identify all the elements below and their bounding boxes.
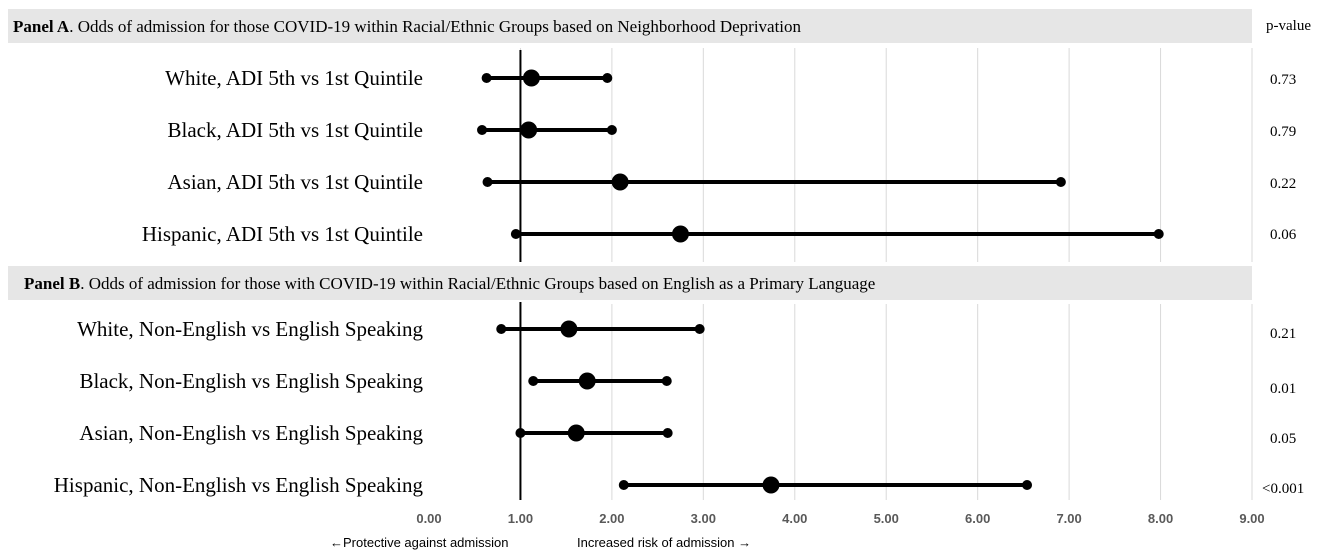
row-label: Black, Non-English vs English Speaking	[79, 369, 423, 393]
ci-lower-marker	[510, 229, 521, 239]
x-tick-label: 4.00	[782, 511, 807, 526]
panel-a-title-rest: . Odds of admission for those COVID-19 w…	[69, 17, 801, 36]
ci-upper-marker	[606, 125, 617, 135]
p-value: 0.05	[1270, 431, 1296, 447]
panel-b-header-band	[8, 266, 1252, 300]
p-value: 0.79	[1270, 124, 1296, 140]
ci-lower-marker	[481, 73, 492, 83]
x-tick-label: 1.00	[508, 511, 533, 526]
x-tick-label: 8.00	[1148, 511, 1173, 526]
ci-upper-marker	[1153, 229, 1164, 239]
row-label: Hispanic, ADI 5th vs 1st Quintile	[142, 222, 423, 246]
odds-ratio-point	[578, 372, 596, 390]
x-tick-label: 7.00	[1056, 511, 1081, 526]
panel-a-title: Panel A. Odds of admission for those COV…	[13, 17, 802, 36]
odds-ratio-point	[762, 476, 780, 494]
panel-b-title-bold: Panel B	[24, 274, 80, 293]
odds-ratio-point	[611, 173, 629, 191]
row-label: White, Non-English vs English Speaking	[77, 317, 423, 341]
ci-upper-marker	[602, 73, 613, 83]
p-value: 0.21	[1270, 326, 1296, 342]
forest-rows: White, ADI 5th vs 1st Quintile 0.73 Black,…	[54, 66, 1304, 497]
x-annotation-right: Increased risk of admission →	[577, 535, 751, 550]
odds-ratio-point	[671, 225, 689, 243]
ci-lower-marker	[477, 125, 488, 135]
panel-b-title-rest: . Odds of admission for those with COVID…	[80, 274, 875, 293]
gridlines	[519, 48, 1253, 500]
row-label: Asian, Non-English vs English Speaking	[79, 421, 423, 445]
x-tick-label: 5.00	[874, 511, 899, 526]
panel-b-title: Panel B. Odds of admission for those wit…	[24, 274, 875, 293]
ci-lower-marker	[482, 177, 493, 187]
odds-ratio-point	[560, 320, 578, 338]
ci-lower-marker	[618, 480, 629, 490]
x-tick-label: 3.00	[691, 511, 716, 526]
panel-a-header-band	[8, 9, 1252, 43]
p-value: 0.73	[1270, 72, 1296, 88]
odds-ratio-point	[567, 424, 585, 442]
row-label: Black, ADI 5th vs 1st Quintile	[168, 118, 424, 142]
x-tick-label: 9.00	[1239, 511, 1264, 526]
p-value: <0.001	[1262, 481, 1304, 497]
odds-ratio-point	[520, 121, 538, 139]
ci-upper-marker	[661, 376, 672, 386]
pvalue-header: p-value	[1266, 18, 1311, 34]
ci-upper-marker	[1055, 177, 1066, 187]
ci-upper-marker	[662, 428, 673, 438]
row-label: Asian, ADI 5th vs 1st Quintile	[168, 170, 424, 194]
p-value: 0.06	[1270, 227, 1297, 243]
panel-a-title-bold: Panel A	[13, 17, 70, 36]
ci-lower-marker	[496, 324, 507, 334]
x-annotation-left: ←Protective against admission	[330, 535, 508, 550]
x-tick-label: 2.00	[599, 511, 624, 526]
p-value: 0.01	[1270, 381, 1296, 397]
ci-lower-marker	[528, 376, 539, 386]
odds-ratio-point	[522, 69, 540, 87]
ci-upper-marker	[694, 324, 705, 334]
p-value: 0.22	[1270, 176, 1296, 192]
x-tick-label: 6.00	[965, 511, 990, 526]
ci-upper-marker	[1022, 480, 1033, 490]
x-axis: 0.00 1.00 2.00 3.00 4.00 5.00 6.00 7.00 8.00 9.00	[416, 511, 1264, 526]
x-tick-label: 0.00	[416, 511, 441, 526]
ci-lower-marker	[515, 428, 526, 438]
row-label: Hispanic, Non-English vs English Speakin…	[54, 473, 424, 497]
row-label: White, ADI 5th vs 1st Quintile	[165, 66, 423, 90]
